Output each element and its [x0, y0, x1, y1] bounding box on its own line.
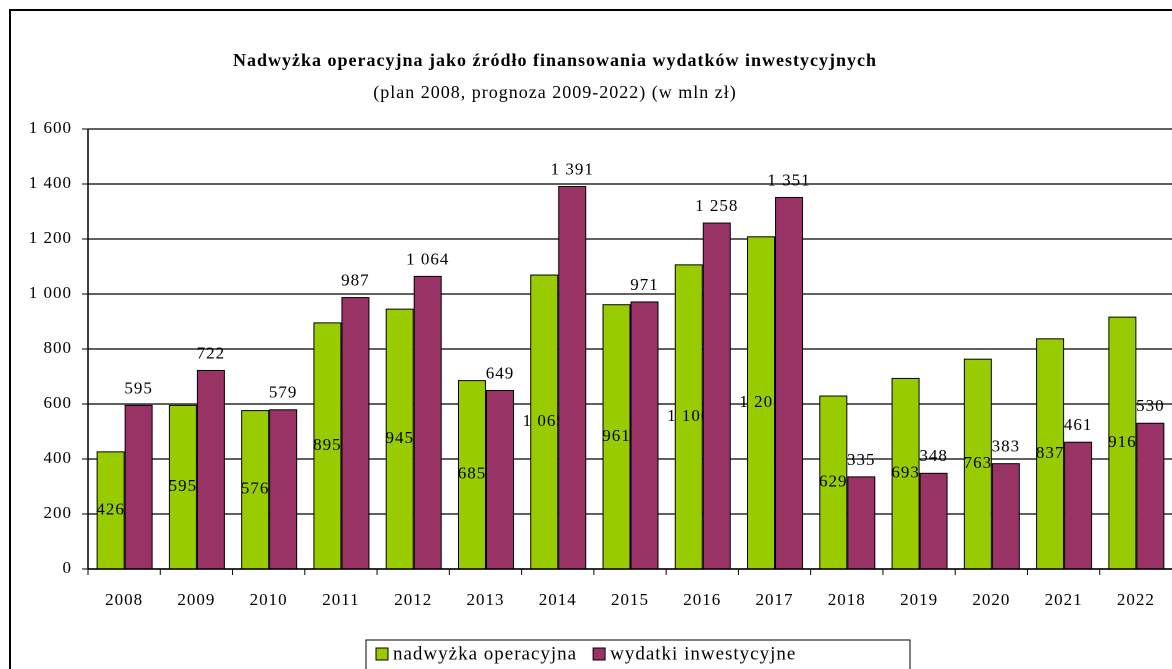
data-label: 383	[992, 437, 1021, 456]
data-label: 722	[197, 343, 226, 362]
data-label: 987	[341, 270, 370, 289]
bar	[630, 301, 659, 570]
data-label: 579	[269, 383, 298, 402]
data-label: 685	[458, 464, 487, 483]
y-tick-label: 1 200	[29, 228, 72, 247]
data-label: 916	[1108, 432, 1137, 451]
y-tick-label: 1 600	[29, 118, 72, 137]
x-tick-label: 2015	[611, 590, 649, 609]
data-label: 961	[602, 426, 631, 445]
data-label: 461	[1064, 415, 1093, 434]
chart-frame	[9, 9, 1172, 669]
data-label: 348	[919, 446, 948, 465]
bar	[674, 264, 703, 570]
data-label: 971	[630, 275, 659, 294]
bar	[963, 358, 992, 570]
data-label: 595	[124, 378, 153, 397]
x-tick-label: 2018	[828, 590, 866, 609]
legend-label: nadwyżka operacyjna	[393, 643, 577, 664]
x-tick-label: 2008	[105, 590, 143, 609]
bar	[1064, 441, 1093, 570]
bar	[485, 390, 514, 570]
data-label: 649	[486, 363, 515, 382]
bar	[847, 476, 876, 570]
y-tick-label: 400	[44, 448, 73, 467]
x-tick-label: 2016	[683, 590, 721, 609]
bar	[413, 275, 442, 570]
bar	[775, 196, 804, 570]
legend-swatch	[375, 647, 389, 661]
bar	[1108, 316, 1137, 570]
data-label: 629	[819, 471, 848, 490]
bar	[747, 236, 776, 570]
x-tick-label: 2020	[972, 590, 1010, 609]
data-label: 1 351	[767, 170, 810, 189]
data-label: 1 069	[523, 411, 566, 430]
data-label: 945	[385, 428, 414, 447]
y-tick-label: 200	[44, 503, 73, 522]
x-tick-label: 2017	[756, 590, 794, 609]
x-tick-label: 2013	[466, 590, 504, 609]
bar	[385, 308, 414, 570]
y-tick-label: 800	[44, 338, 73, 357]
bar	[919, 472, 948, 570]
data-label: 576	[241, 479, 270, 498]
bar	[96, 451, 125, 570]
data-label: 1 208	[739, 392, 782, 411]
x-tick-label: 2009	[177, 590, 215, 609]
x-tick-label: 2011	[322, 590, 359, 609]
legend-swatch	[592, 647, 606, 661]
data-label: 335	[847, 450, 876, 469]
data-label: 1 391	[551, 159, 594, 178]
data-label: 763	[964, 453, 993, 472]
data-label: 837	[1036, 443, 1065, 462]
x-tick-label: 2014	[539, 590, 577, 609]
bar	[269, 409, 298, 570]
bar	[313, 322, 342, 570]
legend-box	[365, 639, 911, 669]
data-label: 1 064	[406, 249, 449, 268]
y-tick-label: 1 400	[29, 173, 72, 192]
chart-title: Nadwyżka operacyjna jako źródło finansow…	[233, 50, 877, 70]
data-label: 693	[891, 463, 920, 482]
bar	[457, 380, 486, 570]
bar	[124, 404, 153, 570]
y-tick-label: 600	[44, 393, 73, 412]
x-tick-label: 2022	[1117, 590, 1155, 609]
bar	[196, 369, 225, 570]
y-tick-label: 1 000	[29, 283, 72, 302]
data-label: 895	[313, 435, 342, 454]
data-label: 595	[169, 476, 198, 495]
data-label: 530	[1136, 396, 1165, 415]
bar	[1036, 338, 1065, 570]
bar	[1136, 422, 1165, 570]
x-tick-label: 2021	[1045, 590, 1083, 609]
data-label: 1 106	[667, 406, 710, 425]
bar	[991, 463, 1020, 570]
bar	[558, 185, 587, 570]
bar	[341, 297, 370, 570]
bar	[702, 222, 731, 570]
bar	[530, 274, 559, 570]
bar	[819, 395, 848, 570]
bar	[168, 404, 197, 570]
bar	[602, 304, 631, 570]
data-label: 426	[96, 499, 125, 518]
legend-label: wydatki inwestycyjne	[610, 643, 796, 664]
chart-subtitle: (plan 2008, prognoza 2009-2022) (w mln z…	[373, 82, 736, 103]
y-tick-label: 0	[63, 558, 73, 577]
bar	[891, 377, 920, 570]
data-label: 1 258	[695, 196, 738, 215]
x-tick-label: 2010	[250, 590, 288, 609]
x-tick-label: 2012	[394, 590, 432, 609]
x-tick-label: 2019	[900, 590, 938, 609]
